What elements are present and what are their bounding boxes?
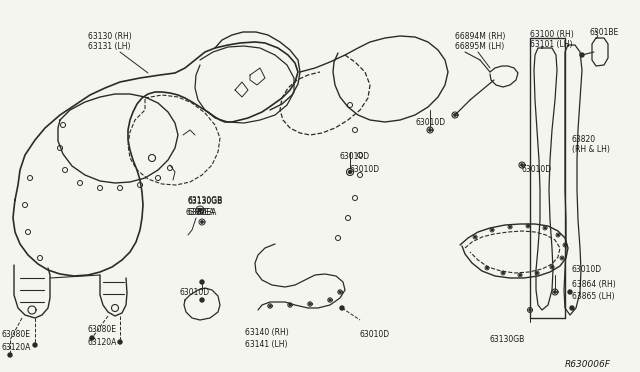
Text: 63010D: 63010D: [360, 330, 390, 339]
Text: 63010D: 63010D: [340, 152, 370, 161]
Polygon shape: [551, 266, 553, 268]
Text: 63140 (RH): 63140 (RH): [245, 328, 289, 337]
Text: 63131 (LH): 63131 (LH): [88, 42, 131, 51]
Text: 63010D: 63010D: [180, 288, 210, 297]
Polygon shape: [519, 274, 521, 276]
Polygon shape: [554, 291, 556, 293]
Text: 63010D: 63010D: [522, 165, 552, 174]
Text: 63080E: 63080E: [2, 330, 31, 339]
Polygon shape: [429, 129, 431, 131]
Text: R630006F: R630006F: [565, 360, 611, 369]
Text: 63820: 63820: [572, 135, 596, 144]
Polygon shape: [529, 309, 531, 311]
Text: 63141 (LH): 63141 (LH): [245, 340, 287, 349]
Text: 63080E: 63080E: [88, 325, 117, 334]
Polygon shape: [536, 272, 538, 274]
Text: 63865 (LH): 63865 (LH): [572, 292, 614, 301]
Polygon shape: [200, 280, 204, 284]
Text: 63100 (RH): 63100 (RH): [530, 30, 573, 39]
Text: 63010D: 63010D: [415, 118, 445, 127]
Polygon shape: [289, 304, 291, 306]
Text: 63010D: 63010D: [572, 265, 602, 274]
Polygon shape: [557, 234, 559, 236]
Text: 63130GB: 63130GB: [490, 335, 525, 344]
Polygon shape: [544, 227, 546, 229]
Polygon shape: [521, 164, 524, 166]
Polygon shape: [309, 303, 311, 305]
Polygon shape: [492, 229, 493, 231]
Polygon shape: [561, 257, 563, 259]
Polygon shape: [269, 305, 271, 307]
Text: 63101 (LH): 63101 (LH): [530, 40, 573, 49]
Polygon shape: [580, 53, 584, 57]
Polygon shape: [339, 291, 341, 293]
Polygon shape: [8, 353, 12, 357]
Polygon shape: [564, 244, 566, 246]
Text: 63864 (RH): 63864 (RH): [572, 280, 616, 289]
Polygon shape: [527, 225, 529, 227]
Polygon shape: [570, 306, 574, 310]
Text: (RH & LH): (RH & LH): [572, 145, 610, 154]
Text: 63130 (RH): 63130 (RH): [88, 32, 132, 41]
Polygon shape: [118, 340, 122, 344]
Polygon shape: [329, 299, 331, 301]
Polygon shape: [568, 290, 572, 294]
Text: 66894M (RH): 66894M (RH): [455, 32, 506, 41]
Polygon shape: [486, 267, 488, 269]
Text: 6380EA: 6380EA: [188, 208, 218, 217]
Text: 66895M (LH): 66895M (LH): [455, 42, 504, 51]
Text: 63130GB: 63130GB: [188, 196, 223, 205]
Polygon shape: [340, 306, 344, 310]
Polygon shape: [198, 208, 202, 212]
Text: 63010D: 63010D: [350, 165, 380, 174]
Polygon shape: [33, 343, 37, 347]
Polygon shape: [201, 221, 204, 223]
Polygon shape: [509, 226, 511, 228]
Text: 6301BE: 6301BE: [590, 28, 620, 37]
Polygon shape: [90, 336, 94, 340]
Text: 63130GB: 63130GB: [188, 197, 223, 206]
Polygon shape: [502, 272, 504, 274]
Polygon shape: [200, 298, 204, 302]
Polygon shape: [474, 236, 476, 238]
Polygon shape: [454, 114, 456, 116]
Text: 63120A: 63120A: [2, 343, 31, 352]
Text: 6380̶̶̶EA: 6380̶̶̶EA: [185, 208, 214, 217]
Text: 63120A: 63120A: [88, 338, 117, 347]
Polygon shape: [349, 170, 351, 173]
